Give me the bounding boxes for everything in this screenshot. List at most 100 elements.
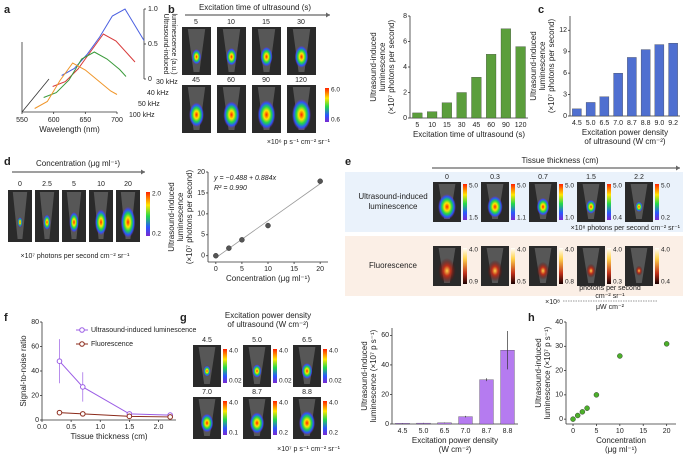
row-label: luminescence bbox=[369, 202, 418, 211]
y-tick-label: 5 bbox=[201, 232, 205, 239]
tube bbox=[630, 248, 648, 283]
y-tick-label: 3 bbox=[563, 91, 567, 98]
image-label: 60 bbox=[227, 77, 235, 84]
bar bbox=[599, 96, 610, 117]
series-label: 30 kHz bbox=[156, 79, 178, 86]
colorbar-max: 5.0 bbox=[661, 183, 670, 190]
annotation: y = −0.488 + 0.884x bbox=[213, 175, 277, 182]
legend-marker bbox=[79, 341, 85, 347]
colorbar bbox=[655, 248, 659, 284]
annotation: R² = 0.990 bbox=[214, 185, 247, 192]
colorbar bbox=[146, 192, 150, 236]
y-tick-label: 0 bbox=[385, 421, 389, 428]
column-label: 0.3 bbox=[490, 174, 500, 181]
y-tick-label: 8 bbox=[403, 13, 407, 20]
colorbar bbox=[223, 349, 227, 383]
x-tick-label: 8.8 bbox=[641, 120, 651, 127]
signal bbox=[536, 197, 550, 216]
x-tick-label: 2.0 bbox=[154, 424, 164, 431]
panel-letter: h bbox=[528, 312, 535, 324]
row-label: Fluorescence bbox=[369, 261, 418, 270]
y-tick-label: 60 bbox=[381, 332, 389, 339]
signal bbox=[257, 100, 276, 130]
series-label: 100 kHz bbox=[129, 112, 155, 119]
column-label: 1.5 bbox=[586, 174, 596, 181]
x-tick-label: 5 bbox=[594, 428, 598, 435]
y-axis-label: (×10⁷ photons per second) bbox=[185, 170, 194, 265]
y-axis-label: Ultrasound-induced bbox=[529, 31, 538, 100]
panel-title: Tissue thickness (cm) bbox=[521, 156, 598, 165]
signal bbox=[252, 364, 262, 378]
y-tick-label: 0 bbox=[148, 76, 152, 83]
x-tick-label: 0 bbox=[214, 266, 218, 273]
colorbar bbox=[511, 248, 515, 284]
y-tick-label: 1.0 bbox=[148, 6, 158, 13]
y-axis-label: (×10⁷ photons per second) bbox=[387, 20, 396, 115]
series-line bbox=[52, 33, 136, 87]
series-label: 40 kHz bbox=[147, 90, 169, 97]
colorbar-max: 5.0 bbox=[517, 183, 526, 190]
point bbox=[56, 409, 63, 416]
x-tick-label: 10 bbox=[616, 428, 624, 435]
y-axis-label: (×10⁷ photons per second) bbox=[547, 19, 556, 114]
signal bbox=[298, 410, 316, 436]
x-tick-label: 0.0 bbox=[37, 424, 47, 431]
image-label: 7.0 bbox=[202, 389, 212, 396]
point bbox=[126, 413, 133, 420]
point bbox=[584, 405, 590, 411]
unit: ×10⁸ photons per second cm⁻² sr⁻¹ bbox=[571, 225, 681, 232]
colorbar bbox=[463, 184, 467, 220]
point bbox=[79, 411, 86, 417]
colorbar bbox=[463, 248, 467, 284]
colorbar bbox=[323, 349, 327, 383]
legend-label: Ultrasound-induced luminescence bbox=[91, 327, 197, 334]
series-line bbox=[43, 51, 127, 98]
colorbar bbox=[559, 184, 563, 220]
x-tick-label: 6.5 bbox=[440, 428, 450, 435]
y-tick-label: 9 bbox=[563, 49, 567, 56]
bar bbox=[654, 44, 665, 117]
x-tick-label: 8.7 bbox=[627, 120, 637, 127]
panel-title: Concentration (μg ml⁻¹) bbox=[36, 159, 120, 168]
signal bbox=[294, 45, 309, 68]
x-tick-label: 650 bbox=[79, 117, 91, 124]
image-label: 10 bbox=[227, 19, 235, 26]
panel-letter: a bbox=[4, 4, 11, 16]
point bbox=[213, 253, 219, 259]
y-tick-label: 60 bbox=[31, 343, 39, 350]
point bbox=[167, 414, 173, 420]
x-axis-label: Concentration (μg ml⁻¹) bbox=[226, 274, 310, 283]
unit: ×10⁸ bbox=[545, 299, 560, 306]
x-tick-label: 1.5 bbox=[125, 424, 135, 431]
arrow-head bbox=[141, 169, 145, 175]
x-axis-label: Excitation power density bbox=[412, 436, 498, 445]
tube bbox=[12, 192, 28, 239]
row-label: Ultrasound-induced bbox=[358, 192, 427, 201]
point bbox=[570, 416, 576, 422]
signal bbox=[438, 258, 456, 284]
y-axis-label: luminescence bbox=[538, 41, 547, 90]
y-axis-label: Ultrasound-induced bbox=[167, 182, 176, 251]
signal bbox=[635, 265, 643, 276]
bar bbox=[471, 77, 482, 119]
signal bbox=[43, 214, 51, 230]
image-label: 120 bbox=[295, 77, 307, 84]
y-tick-label: 6 bbox=[563, 70, 567, 77]
unit: ×10⁶ p s⁻¹ cm⁻² sr⁻¹ bbox=[267, 139, 331, 146]
y-tick-label: 20 bbox=[31, 392, 39, 399]
y-tick-label: 4 bbox=[403, 64, 407, 71]
colorbar bbox=[607, 184, 611, 220]
y-tick-label: 0 bbox=[563, 113, 567, 120]
legend-marker bbox=[79, 327, 85, 333]
x-tick-label: 4.5 bbox=[398, 428, 408, 435]
x-axis-label: Excitation power density bbox=[582, 128, 668, 137]
tube bbox=[198, 347, 216, 384]
y-axis-label: Ultrasound-induced bbox=[534, 338, 543, 407]
x-tick-label: 6.5 bbox=[600, 120, 610, 127]
panel-letter: c bbox=[538, 4, 544, 16]
colorbar-max: 4.0 bbox=[613, 247, 622, 254]
colorbar-min: 0.1 bbox=[229, 430, 238, 437]
panel-letter: d bbox=[4, 156, 11, 168]
image-label: 45 bbox=[192, 77, 200, 84]
x-axis-label: of ultrasound (W cm⁻²) bbox=[584, 137, 665, 146]
